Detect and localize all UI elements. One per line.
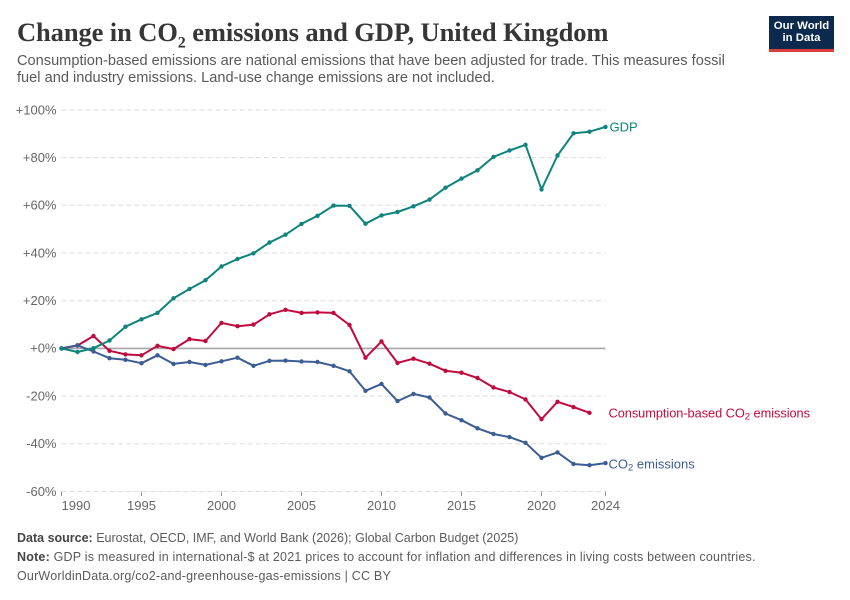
svg-text:+100%: +100% [16, 102, 57, 117]
svg-text:+60%: +60% [23, 198, 57, 213]
svg-text:-60%: -60% [26, 484, 57, 499]
svg-text:+20%: +20% [23, 293, 57, 308]
svg-text:2015: 2015 [447, 498, 476, 513]
svg-text:+40%: +40% [23, 245, 57, 260]
svg-text:2020: 2020 [527, 498, 556, 513]
svg-text:+80%: +80% [23, 150, 57, 165]
svg-text:2024: 2024 [591, 498, 620, 513]
svg-text:CO2 emissions: CO2 emissions [609, 456, 696, 473]
svg-text:+0%: +0% [30, 341, 57, 356]
svg-text:-20%: -20% [26, 388, 57, 403]
svg-text:2005: 2005 [287, 498, 316, 513]
svg-text:2010: 2010 [367, 498, 396, 513]
svg-text:2000: 2000 [207, 498, 236, 513]
svg-text:1995: 1995 [127, 498, 156, 513]
svg-text:1990: 1990 [62, 498, 91, 513]
svg-text:Consumption-based CO2 emission: Consumption-based CO2 emissions [609, 405, 810, 422]
svg-text:GDP: GDP [610, 119, 638, 134]
svg-text:-40%: -40% [26, 436, 57, 451]
